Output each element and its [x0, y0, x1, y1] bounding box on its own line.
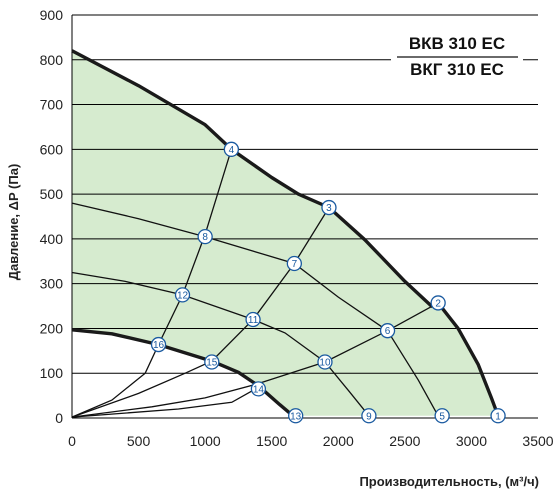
- point-label: 12: [177, 290, 189, 301]
- max-curve: [71, 49, 500, 417]
- point-label: 5: [439, 411, 445, 422]
- point-label: 3: [326, 203, 332, 214]
- point-marker: [430, 295, 446, 311]
- y-tick-label: 0: [55, 410, 63, 426]
- point-marker: [204, 354, 220, 370]
- y-tick-label: 200: [40, 320, 64, 336]
- min-curve: [71, 328, 295, 418]
- point-marker: [245, 311, 261, 328]
- point-marker: [174, 287, 191, 303]
- speed-curve: [71, 271, 370, 417]
- x-tick-label: 1500: [256, 433, 287, 449]
- y-tick-label: 600: [40, 141, 64, 157]
- model-box-background: [391, 28, 523, 82]
- x-tick-label: 3000: [456, 433, 487, 449]
- point-marker: [379, 323, 396, 339]
- y-tick-label: 700: [40, 97, 64, 113]
- x-tick-label: 0: [68, 433, 76, 449]
- point-label: 16: [153, 340, 165, 351]
- x-tick-label: 2500: [389, 433, 420, 449]
- point-label: 13: [290, 411, 302, 422]
- point-label: 8: [202, 232, 208, 243]
- model-box: ВКВ 310 ЕС ВКГ 310 ЕС: [391, 28, 523, 82]
- operating-area-layer: [72, 50, 499, 416]
- ticks-layer: 0 100 200 300 400 500 600 700 800 900 0 500 1000 1500…: [40, 7, 554, 449]
- y-tick-label: 100: [40, 365, 64, 381]
- point-marker: [150, 336, 167, 353]
- point-label: 7: [292, 259, 298, 270]
- point-marker: [490, 408, 506, 424]
- model-name-2: ВКГ 310 ЕС: [410, 60, 504, 79]
- point-marker: [321, 199, 337, 216]
- model-name-1: ВКВ 310 ЕС: [409, 34, 505, 53]
- speed-curve: [71, 202, 439, 417]
- y-tick-label: 300: [40, 276, 64, 292]
- x-tick-label: 500: [127, 433, 151, 449]
- point-marker: [434, 408, 450, 424]
- operating-area: [72, 50, 499, 416]
- point-marker: [197, 228, 213, 245]
- point-marker: [317, 354, 333, 370]
- x-tick-label: 3500: [522, 433, 553, 449]
- y-axis-label: Давление, ΔP (Па): [6, 164, 21, 281]
- point-marker: [361, 408, 377, 424]
- y-tick-label: 400: [40, 231, 64, 247]
- point-label: 9: [366, 411, 372, 422]
- grid-layer: [71, 14, 538, 419]
- point-label: 10: [319, 358, 331, 369]
- point-marker: [223, 141, 240, 157]
- point-label: 11: [248, 315, 259, 326]
- x-tick-label: 2000: [323, 433, 354, 449]
- point-label: 1: [495, 411, 501, 422]
- point-label: 6: [385, 326, 391, 337]
- y-tick-label: 900: [40, 7, 64, 23]
- point-label: 15: [206, 358, 218, 369]
- point-label: 2: [435, 298, 441, 309]
- point-marker: [288, 408, 304, 424]
- system-curve: [71, 388, 257, 418]
- point-marker: [250, 381, 267, 397]
- point-label: 14: [253, 384, 265, 395]
- x-tick-label: 1000: [190, 433, 221, 449]
- x-axis-label: Производительность, (м³/ч): [359, 474, 539, 489]
- y-tick-label: 500: [40, 186, 64, 202]
- point-marker: [286, 255, 302, 272]
- y-tick-label: 800: [40, 52, 64, 68]
- point-label: 4: [229, 145, 235, 156]
